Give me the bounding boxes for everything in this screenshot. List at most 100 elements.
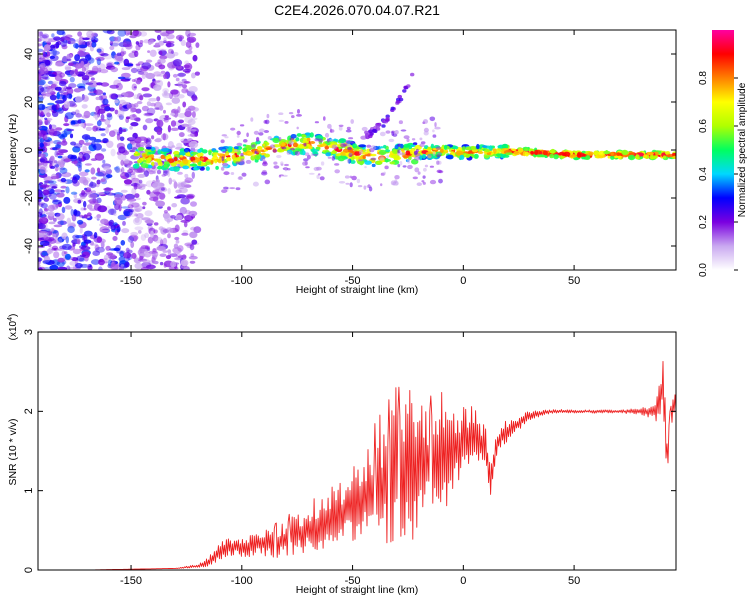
heatmap-cell	[114, 168, 123, 173]
heatmap-cell	[117, 76, 126, 80]
heatmap-cell	[124, 172, 132, 178]
heatmap-cell	[73, 143, 83, 149]
heatmap-cell	[331, 155, 335, 161]
heatmap-cell	[184, 149, 189, 153]
heatmap-cell	[84, 163, 92, 166]
heatmap-cell	[39, 231, 49, 238]
heatmap-cell	[78, 44, 88, 49]
heatmap-cell	[99, 229, 110, 233]
heatmap-cell	[77, 119, 82, 124]
heatmap-cell	[51, 110, 59, 118]
heatmap-cell	[185, 30, 191, 37]
heatmap-cell	[278, 112, 284, 115]
heatmap-cell	[258, 132, 264, 136]
heatmap-cell	[195, 42, 200, 48]
heatmap-cell	[581, 150, 586, 154]
heatmap-cell	[424, 164, 428, 168]
heatmap-cell	[145, 59, 153, 63]
spectrogram-y-tick-label: 0	[23, 147, 35, 153]
heatmap-cell	[369, 131, 374, 136]
heatmap-cell	[38, 229, 48, 234]
heatmap-cell	[134, 163, 138, 168]
heatmap-cell	[93, 232, 98, 239]
heatmap-cell	[436, 160, 440, 165]
heatmap-cell	[383, 171, 386, 175]
heatmap-cell	[171, 108, 179, 114]
heatmap-cell	[55, 62, 64, 67]
heatmap-cell	[116, 52, 122, 57]
heatmap-cell	[129, 201, 134, 205]
heatmap-cell	[338, 138, 347, 144]
heatmap-cell	[98, 258, 105, 266]
heatmap-cell	[438, 178, 443, 184]
heatmap-cell	[325, 152, 332, 157]
heatmap-cell	[120, 189, 128, 193]
heatmap-cell	[157, 165, 162, 170]
heatmap-cell	[350, 119, 355, 124]
heatmap-cell	[264, 153, 270, 158]
heatmap-cell	[486, 152, 492, 155]
heatmap-cell	[172, 73, 178, 78]
heatmap-cell	[422, 153, 426, 159]
heatmap-cell	[190, 201, 197, 207]
heatmap-cell	[95, 246, 105, 253]
heatmap-cell	[415, 148, 419, 153]
heatmap-cell	[188, 86, 198, 93]
heatmap-cell	[65, 86, 72, 90]
heatmap-cell	[335, 153, 342, 157]
heatmap-cell	[165, 227, 174, 234]
heatmap-cell	[179, 150, 186, 156]
heatmap-cell	[284, 167, 288, 172]
heatmap-cell	[66, 217, 72, 225]
heatmap-cell	[145, 118, 154, 124]
heatmap-cell	[105, 126, 109, 134]
heatmap-cell	[75, 113, 82, 118]
snr-y-axis: 0 1 2 3	[23, 329, 676, 573]
heatmap-cell	[130, 122, 139, 127]
heatmap-cell	[56, 92, 60, 100]
heatmap-cell	[69, 133, 74, 139]
heatmap-cell	[191, 72, 196, 79]
heatmap-cell	[148, 170, 154, 175]
heatmap-cell	[173, 181, 178, 189]
heatmap-cell	[42, 37, 53, 44]
heatmap-cell	[304, 152, 310, 156]
heatmap-cell	[76, 161, 83, 168]
heatmap-cell	[71, 123, 81, 127]
heatmap-cell	[221, 189, 228, 194]
heatmap-cell	[380, 146, 384, 149]
heatmap-cell	[121, 167, 125, 174]
heatmap-cell	[394, 145, 399, 150]
heatmap-cell	[47, 230, 53, 236]
heatmap-cell	[39, 166, 46, 174]
heatmap-cell	[171, 203, 178, 208]
heatmap-cell	[141, 249, 149, 253]
heatmap-cell	[459, 154, 465, 160]
heatmap-cell	[432, 134, 437, 138]
snr-y-multiplier-close: )	[8, 314, 19, 317]
heatmap-cell	[225, 157, 232, 162]
heatmap-cell	[38, 125, 42, 130]
heatmap-cell	[185, 41, 192, 48]
heatmap-cell	[66, 265, 71, 270]
heatmap-cell	[370, 145, 377, 151]
heatmap-cell	[188, 210, 198, 217]
heatmap-cell	[38, 203, 44, 207]
heatmap-cell	[56, 248, 65, 251]
heatmap-cell	[434, 126, 441, 130]
heatmap-cell	[51, 185, 58, 189]
snr-frame	[37, 331, 677, 571]
heatmap-cell	[81, 95, 89, 102]
heatmap-cell	[98, 266, 103, 270]
heatmap-cell	[189, 129, 197, 132]
heatmap-cell	[49, 264, 59, 270]
heatmap-cell	[65, 186, 70, 194]
heatmap-cell	[38, 198, 42, 203]
heatmap-cell	[142, 259, 151, 264]
heatmap-cell	[403, 85, 408, 90]
heatmap-cell	[54, 164, 60, 168]
heatmap-cell	[135, 41, 140, 45]
heatmap-cell	[347, 146, 353, 150]
heatmap-cell	[151, 250, 159, 258]
heatmap-cell	[147, 50, 151, 53]
